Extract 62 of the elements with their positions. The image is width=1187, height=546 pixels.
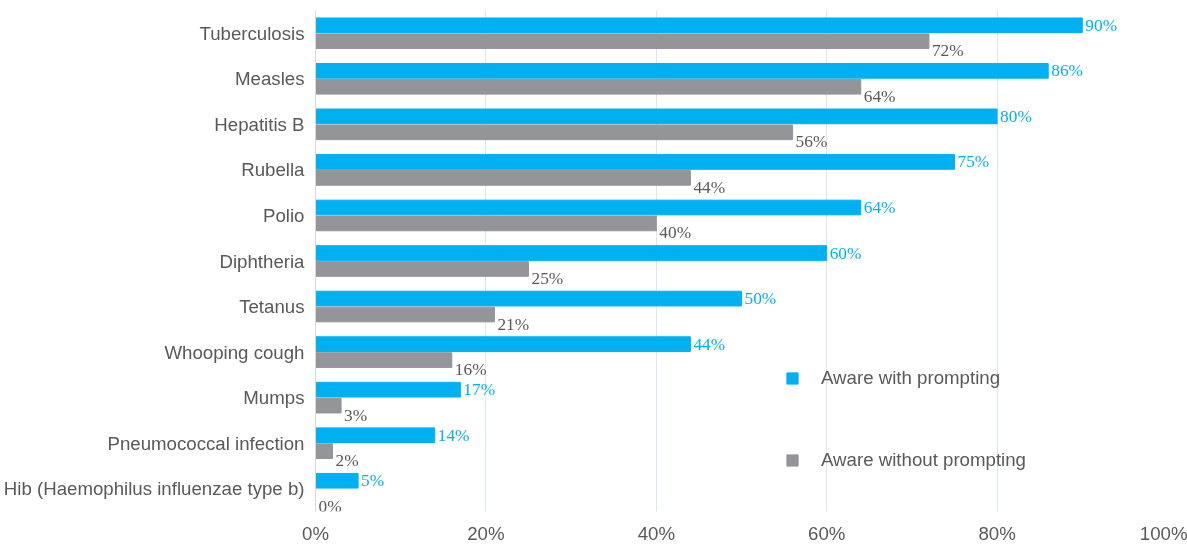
x-tick-label: 40% xyxy=(637,522,675,544)
data-label: 16% xyxy=(454,360,487,380)
data-label: 50% xyxy=(744,289,777,309)
data-label: 0% xyxy=(318,496,342,516)
bar xyxy=(315,78,862,95)
bar xyxy=(315,443,334,459)
data-label: 40% xyxy=(659,223,692,243)
data-label: 64% xyxy=(863,86,896,106)
data-label: 64% xyxy=(863,197,896,217)
bar xyxy=(315,352,453,368)
bar xyxy=(315,215,657,232)
bar xyxy=(315,63,1049,79)
data-label: 17% xyxy=(463,380,496,400)
data-label: 44% xyxy=(693,177,726,197)
y-tick-label: Whooping cough xyxy=(164,341,305,363)
bar xyxy=(315,381,461,398)
bar xyxy=(315,124,794,141)
legend-label: Aware without prompting xyxy=(821,449,1026,471)
y-tick-label: Pneumococcal infection xyxy=(107,432,305,454)
y-tick-label: Measles xyxy=(235,68,305,90)
data-label: 44% xyxy=(693,334,726,354)
y-tick-label: Tuberculosis xyxy=(199,22,305,44)
bar xyxy=(315,170,691,186)
data-label: 5% xyxy=(361,471,385,491)
x-tick-label: 80% xyxy=(978,522,1016,544)
bar xyxy=(315,290,742,307)
y-tick-label: Polio xyxy=(263,204,305,226)
x-tick-label: 60% xyxy=(808,522,846,544)
data-label: 56% xyxy=(795,132,828,152)
bar xyxy=(315,306,495,323)
y-tick-label: Diphtheria xyxy=(219,250,306,272)
y-tick-label: Tetanus xyxy=(239,296,305,318)
bar xyxy=(315,245,828,261)
bar xyxy=(315,33,930,50)
data-label: 90% xyxy=(1085,15,1118,35)
x-tick-label: 100% xyxy=(1139,522,1187,544)
bar xyxy=(315,154,955,170)
bar xyxy=(315,108,998,125)
data-label: 25% xyxy=(531,268,564,288)
bar xyxy=(315,397,342,414)
y-tick-label: Rubella xyxy=(241,159,306,181)
data-label: 86% xyxy=(1051,61,1083,81)
bar xyxy=(315,336,691,352)
data-label: 2% xyxy=(335,451,359,471)
data-label: 80% xyxy=(1000,106,1032,126)
data-label: 72% xyxy=(931,41,964,61)
data-label: 21% xyxy=(497,314,530,334)
y-tick-label: Hib (Haemophilus influenzae type b) xyxy=(3,478,305,500)
bar xyxy=(315,199,862,216)
bar xyxy=(315,261,529,277)
bar xyxy=(315,17,1083,34)
bar xyxy=(315,427,436,444)
legend-label: Aware with prompting xyxy=(821,367,1001,389)
x-tick-label: 20% xyxy=(467,522,505,544)
data-label: 3% xyxy=(344,405,368,425)
data-label: 60% xyxy=(829,243,862,263)
y-tick-label: Mumps xyxy=(243,387,305,409)
x-tick-label: 0% xyxy=(302,522,329,544)
data-label: 75% xyxy=(957,152,990,172)
y-tick-label: Hepatitis B xyxy=(214,113,305,135)
data-label: 14% xyxy=(437,425,470,445)
bar xyxy=(315,472,359,489)
